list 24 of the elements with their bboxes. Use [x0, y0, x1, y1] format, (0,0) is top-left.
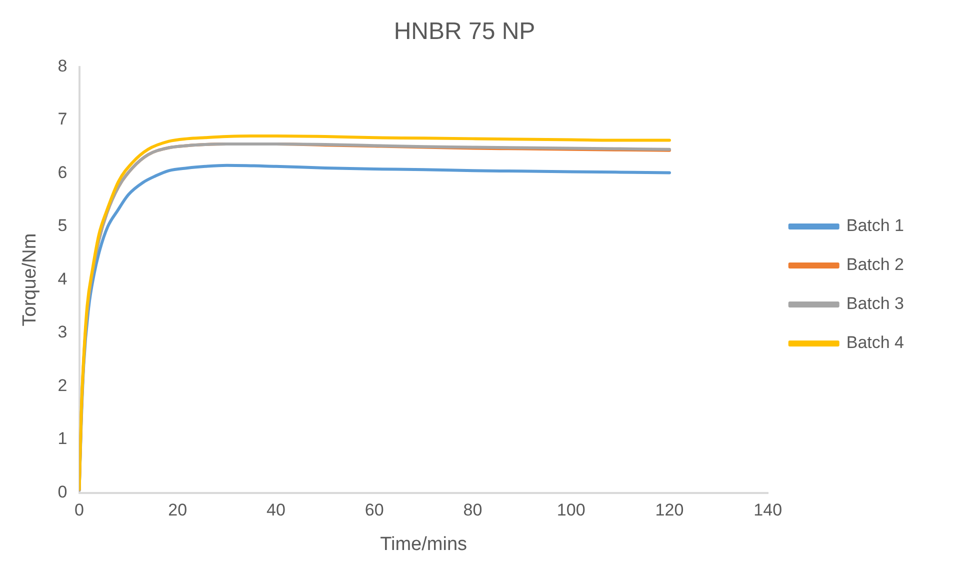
y-tick-label: 8	[58, 56, 68, 76]
x-tick-label: 140	[754, 500, 782, 520]
legend-label: Batch 3	[846, 294, 904, 314]
x-tick-label: 40	[266, 500, 286, 520]
y-tick-label: 1	[58, 429, 68, 448]
y-tick-label: 7	[58, 110, 68, 129]
x-tick-label: 20	[168, 500, 188, 520]
x-tick-label: 120	[655, 500, 684, 520]
legend-label: Batch 1	[846, 216, 904, 236]
y-tick-label: 3	[58, 322, 68, 342]
x-tick-label: 80	[463, 500, 482, 520]
x-tick-label: 60	[364, 500, 384, 520]
y-tick-label: 0	[58, 482, 68, 502]
legend-label: Batch 4	[846, 333, 904, 352]
legend-label: Batch 2	[846, 255, 904, 274]
y-tick-label: 5	[58, 216, 68, 236]
x-tick-label: 100	[556, 500, 586, 520]
x-tick-label: 0	[74, 500, 84, 520]
x-axis-title: Time/mins	[380, 534, 468, 555]
y-tick-label: 4	[58, 269, 68, 288]
chart-title: HNBR 75 NP	[394, 18, 536, 46]
y-tick-label: 6	[58, 162, 68, 182]
y-axis-title: Torque/Nm	[20, 233, 41, 326]
y-tick-label: 2	[58, 376, 68, 395]
